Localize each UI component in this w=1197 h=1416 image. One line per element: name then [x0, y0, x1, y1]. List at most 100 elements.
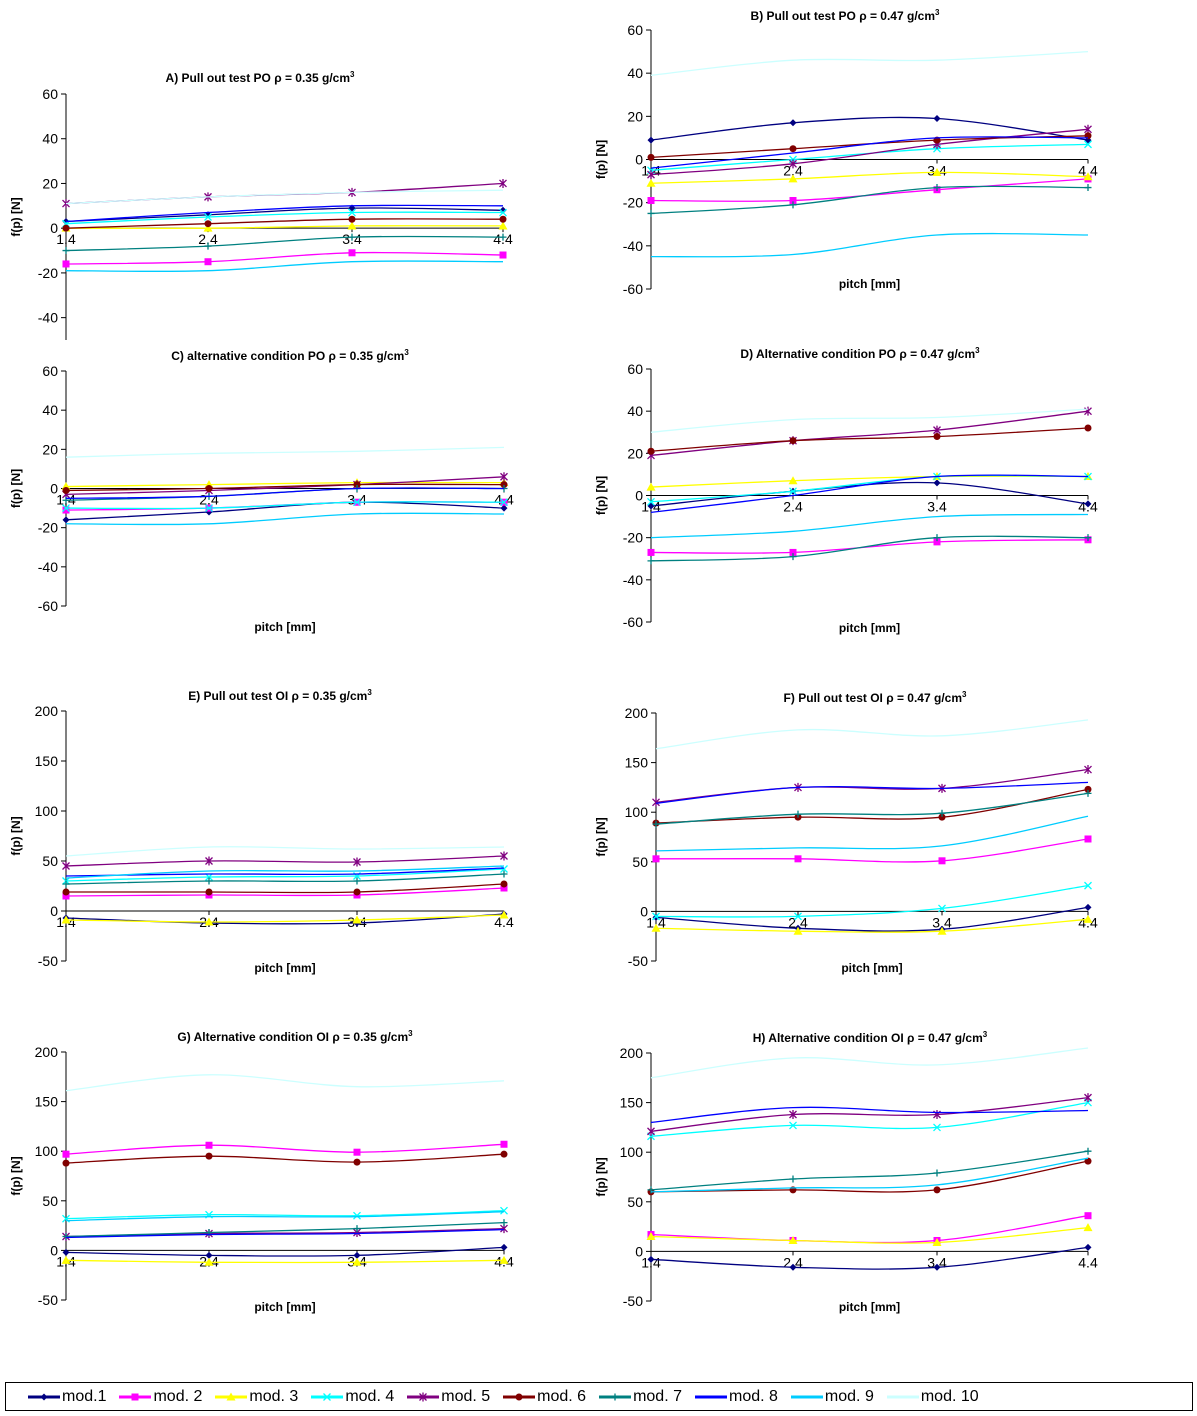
y-axis-label: f(p) [N]	[9, 469, 23, 508]
y-tick-label: 40	[627, 65, 643, 81]
y-axis-label: f(p) [N]	[594, 1157, 608, 1196]
data-point	[62, 1150, 70, 1158]
data-point	[647, 1255, 655, 1263]
data-point	[938, 813, 946, 821]
series-line	[65, 1211, 505, 1222]
series-line	[650, 185, 1089, 215]
data-point	[647, 153, 655, 161]
legend-marker	[131, 1393, 139, 1400]
data-point	[933, 479, 941, 487]
legend-item: mod. 6	[501, 1388, 586, 1406]
legend-swatch	[886, 1395, 919, 1398]
x-tick-label: 4.4	[1078, 1254, 1098, 1270]
data-point	[933, 184, 941, 192]
series-line	[655, 906, 1089, 932]
data-point	[646, 1232, 656, 1241]
series-line	[655, 815, 1089, 852]
data-point	[647, 1186, 655, 1194]
y-tick-label: 50	[42, 1193, 58, 1209]
y-tick-label: 20	[42, 175, 58, 191]
data-point	[647, 136, 655, 144]
legend-marker	[419, 1392, 428, 1401]
data-point	[499, 208, 507, 217]
series-line	[65, 211, 504, 225]
data-point	[348, 208, 356, 217]
y-tick-label: 20	[627, 445, 643, 461]
data-point	[499, 251, 507, 259]
data-point	[353, 1158, 361, 1166]
series-line	[65, 207, 504, 223]
chart-title: E) Pull out test OI ρ = 0.35 g/cm3	[188, 688, 372, 703]
chart-6: G) Alternative condition OI ρ = 0.35 g/c…	[9, 1029, 514, 1314]
data-point	[498, 221, 508, 230]
series-line	[65, 1143, 505, 1155]
y-tick-label: 50	[632, 854, 648, 870]
legend-marker	[611, 1393, 619, 1400]
data-point	[933, 538, 941, 546]
data-point	[938, 857, 946, 865]
series-line	[65, 251, 504, 265]
series-line	[650, 50, 1089, 76]
data-point	[789, 197, 797, 205]
legend-swatch	[28, 1393, 60, 1400]
x-tick-label: 2.4	[788, 914, 808, 930]
data-point	[647, 170, 655, 180]
data-point	[62, 888, 70, 896]
series-line	[650, 408, 1089, 433]
x-tick-label: 3.4	[932, 914, 952, 930]
series-line	[65, 1221, 505, 1238]
data-point	[647, 1126, 655, 1136]
data-point	[652, 820, 660, 828]
data-point	[789, 201, 797, 209]
data-point	[62, 506, 70, 514]
data-point	[353, 888, 361, 896]
data-point	[789, 548, 797, 556]
y-tick-label: -40	[623, 572, 643, 588]
data-point	[647, 197, 655, 205]
series-line	[650, 1226, 1089, 1244]
data-point	[647, 497, 655, 506]
x-tick-label: 4.4	[1078, 163, 1098, 179]
y-tick-label: 0	[50, 481, 58, 497]
y-tick-label: 60	[627, 22, 643, 38]
data-point	[933, 114, 941, 122]
y-tick-label: 100	[625, 804, 649, 820]
data-point	[1084, 140, 1092, 149]
x-tick-label: 2.4	[198, 231, 218, 247]
data-point	[353, 1148, 361, 1156]
data-point	[500, 1150, 508, 1158]
data-point	[1084, 789, 1092, 797]
x-axis-label: pitch [mm]	[254, 1300, 315, 1314]
chart-5: F) Pull out test OI ρ = 0.47 g/cm3 -50 0 50…	[594, 690, 1098, 975]
chart-title: G) Alternative condition OI ρ = 0.35 g/c…	[177, 1029, 413, 1044]
series-line	[65, 235, 504, 252]
data-point	[62, 516, 70, 524]
legend-item: mod. 2	[117, 1388, 202, 1406]
y-tick-label: 0	[50, 220, 58, 236]
data-point	[204, 917, 214, 926]
y-tick-label: -50	[623, 1293, 643, 1309]
data-point	[789, 1263, 797, 1271]
legend-label: mod.1	[62, 1387, 107, 1405]
data-point	[1084, 534, 1092, 542]
data-point	[500, 1206, 508, 1215]
data-point	[203, 223, 213, 232]
y-tick-label: -60	[623, 614, 643, 630]
series-line	[650, 1157, 1089, 1193]
data-point	[204, 242, 212, 250]
data-point	[62, 247, 70, 255]
legend-marker	[40, 1393, 48, 1400]
data-point	[353, 1211, 361, 1220]
chart-0: A) Pull out test PO ρ = 0.35 g/cm3 -40 -20…	[9, 70, 513, 340]
y-tick-label: 200	[35, 703, 59, 719]
x-tick-label: 1.4	[56, 231, 76, 247]
data-point	[1084, 1157, 1092, 1165]
series-line	[65, 873, 505, 885]
y-tick-label: 200	[620, 1045, 644, 1061]
series-line	[65, 846, 505, 857]
data-point	[352, 1257, 362, 1266]
data-point	[794, 855, 802, 863]
data-point	[788, 476, 798, 485]
legend-swatch	[790, 1395, 823, 1398]
